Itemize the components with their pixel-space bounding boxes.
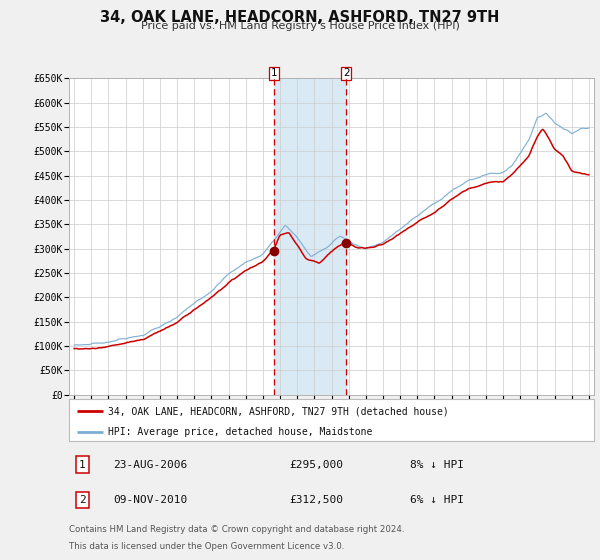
Text: £312,500: £312,500 [290,495,343,505]
Text: 34, OAK LANE, HEADCORN, ASHFORD, TN27 9TH (detached house): 34, OAK LANE, HEADCORN, ASHFORD, TN27 9T… [109,406,449,416]
Text: HPI: Average price, detached house, Maidstone: HPI: Average price, detached house, Maid… [109,427,373,437]
Text: 1: 1 [79,460,86,469]
Text: 34, OAK LANE, HEADCORN, ASHFORD, TN27 9TH: 34, OAK LANE, HEADCORN, ASHFORD, TN27 9T… [100,10,500,25]
Text: 1: 1 [271,68,277,78]
Text: This data is licensed under the Open Government Licence v3.0.: This data is licensed under the Open Gov… [69,542,344,550]
Bar [274,78,346,395]
Text: Contains HM Land Registry data © Crown copyright and database right 2024.: Contains HM Land Registry data © Crown c… [69,525,404,534]
Text: Price paid vs. HM Land Registry's House Price Index (HPI): Price paid vs. HM Land Registry's House … [140,21,460,31]
Text: 09-NOV-2010: 09-NOV-2010 [113,495,188,505]
Text: 8% ↓ HPI: 8% ↓ HPI [410,460,464,469]
Text: 2: 2 [343,68,350,78]
Text: 23-AUG-2006: 23-AUG-2006 [113,460,188,469]
Text: £295,000: £295,000 [290,460,343,469]
Text: 6% ↓ HPI: 6% ↓ HPI [410,495,464,505]
Text: 2: 2 [79,495,86,505]
